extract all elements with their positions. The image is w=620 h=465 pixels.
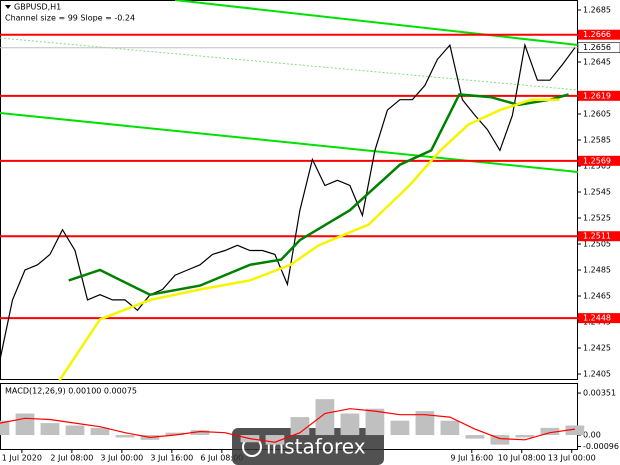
level-label: 1.2448 — [583, 314, 611, 323]
main-panel-frame — [0, 0, 578, 380]
level-label-bg — [578, 231, 620, 242]
level-label-bg — [578, 90, 620, 101]
y-tick-label: 1.2425 — [583, 344, 611, 353]
macd-bar — [0, 420, 10, 436]
level-label-bg — [578, 29, 620, 40]
channel-line — [0, 37, 579, 91]
y-tick-label: 1.2505 — [583, 240, 611, 249]
y-tick-label: -0.00096 — [583, 442, 619, 451]
level-label: 1.2511 — [583, 232, 611, 241]
x-tick-label: 3 Jul 16:00 — [150, 454, 193, 463]
y-tick-label: 1.2565 — [583, 162, 611, 171]
level-label: 1.2619 — [583, 91, 611, 100]
y-tick-label: 1.2605 — [583, 110, 611, 119]
x-tick-label: 3 Jul 00:00 — [100, 454, 143, 463]
level-label-bg — [578, 313, 620, 324]
x-tick-label: 13 Jul 00:00 — [548, 454, 596, 463]
macd-label: MACD(12,26,9) 0.00100 0.00075 — [5, 387, 137, 396]
macd-bar — [165, 432, 185, 436]
channel-line — [0, 112, 579, 173]
macd-bar — [465, 435, 485, 439]
current-price-bg — [577, 42, 620, 54]
macd-bar — [90, 427, 110, 436]
macd-bar — [515, 435, 535, 438]
macd-bar — [65, 425, 85, 436]
y-tick-label: 0.00 — [583, 431, 601, 440]
macd-bar — [565, 425, 585, 436]
y-tick-label: 1.2525 — [583, 214, 611, 223]
y-tick-label: 1.2465 — [583, 292, 611, 301]
level-label-bg — [578, 155, 620, 166]
macd-bar — [540, 427, 560, 436]
macd-bar — [115, 435, 135, 438]
current-price-label: 1.2656 — [583, 43, 611, 52]
y-tick-label: 1.2585 — [583, 136, 611, 145]
macd-bar — [315, 399, 335, 436]
macd-bar — [15, 413, 35, 436]
title-marker — [5, 5, 11, 9]
macd-signal — [0, 408, 575, 443]
macd-bar — [365, 408, 385, 436]
macd-bar — [390, 420, 410, 436]
y-tick-label: 1.2685 — [583, 6, 611, 15]
chart-title: GBPUSD,H1 — [14, 3, 61, 12]
moving-average — [58, 98, 560, 382]
macd-bar — [490, 435, 510, 445]
level-label: 1.2666 — [583, 30, 611, 39]
y-tick-label: 1.2545 — [583, 188, 611, 197]
macd-bar — [265, 435, 285, 445]
macd-bar — [190, 430, 210, 436]
level-label: 1.2569 — [583, 156, 611, 165]
macd-bar — [415, 411, 435, 436]
x-tick-label: 6 Jul 08:00 — [200, 454, 243, 463]
y-tick-label: 1.2645 — [583, 58, 611, 67]
macd-bar — [340, 413, 360, 436]
y-tick-label: 1.2485 — [583, 266, 611, 275]
moving-average — [68, 93, 569, 297]
macd-bar — [40, 423, 60, 436]
chart-subtitle: Channel size = 99 Slope = -0.24 — [5, 14, 135, 23]
macd-bar — [440, 420, 460, 436]
x-tick-label: 9 Jul 16:00 — [450, 454, 493, 463]
macd-bar — [290, 417, 310, 436]
y-tick-label: 1.2405 — [583, 370, 611, 379]
x-tick-label: 2 Jul 08:00 — [50, 454, 93, 463]
y-tick-label: 0.00351 — [583, 389, 616, 398]
x-tick-label: 1 Jul 2020 — [2, 454, 42, 463]
channel-line — [174, 0, 579, 46]
x-tick-label: 10 Jul 08:00 — [498, 454, 546, 463]
